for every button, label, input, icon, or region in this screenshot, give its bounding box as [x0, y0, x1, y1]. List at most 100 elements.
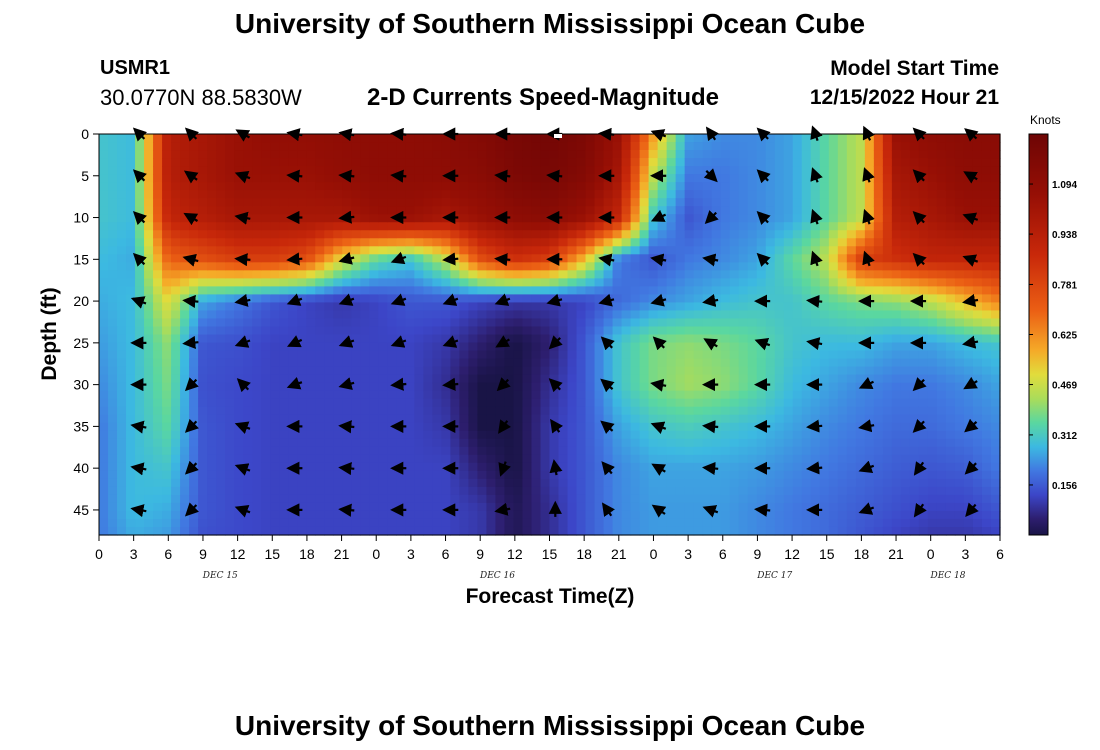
heatmap-cell [405, 310, 415, 320]
heatmap-cell [756, 478, 767, 488]
heatmap-cell [279, 486, 289, 496]
heatmap-cell [621, 430, 632, 440]
heatmap-cell [423, 286, 433, 295]
heatmap-cell [252, 334, 262, 344]
heatmap-cell [207, 174, 217, 183]
heatmap-cell [567, 454, 578, 464]
heatmap-cell [261, 342, 271, 352]
heatmap-cell [252, 134, 262, 143]
heatmap-cell [261, 414, 271, 424]
heatmap-cell [603, 326, 614, 336]
heatmap-cell [162, 278, 172, 287]
heatmap-cell [963, 182, 974, 191]
heatmap-cell [216, 174, 226, 183]
heatmap-cell [126, 470, 136, 480]
heatmap-cell [171, 158, 181, 167]
heatmap-cell [855, 446, 866, 456]
heatmap-cell [828, 374, 839, 384]
heatmap-cell [567, 526, 578, 536]
heatmap-cell [945, 358, 956, 368]
heatmap-cell [495, 526, 506, 536]
heatmap-cell [729, 142, 740, 151]
heatmap-cell [144, 310, 154, 320]
heatmap-cell [774, 150, 785, 159]
heatmap-cell [270, 174, 280, 183]
heatmap-cell [387, 406, 397, 416]
heatmap-cell [360, 334, 370, 344]
heatmap-cell [288, 158, 298, 167]
heatmap-cell [441, 302, 451, 312]
heatmap-cell [648, 478, 659, 488]
heatmap-cell [954, 286, 965, 295]
heatmap-cell [342, 510, 352, 520]
heatmap-cell [279, 382, 289, 392]
heatmap-cell [945, 278, 956, 287]
heatmap-cell [558, 422, 569, 432]
heatmap-cell [252, 214, 262, 223]
heatmap-cell [747, 518, 758, 528]
heatmap-cell [342, 350, 352, 360]
heatmap-cell [324, 518, 334, 528]
heatmap-cell [180, 446, 190, 456]
heatmap-cell [576, 206, 587, 215]
heatmap-cell [270, 422, 280, 432]
heatmap-cell [990, 198, 1001, 207]
heatmap-cell [756, 302, 767, 312]
heatmap-cell [612, 294, 623, 304]
heatmap-cell [369, 398, 379, 408]
heatmap-cell [981, 510, 992, 520]
heatmap-cell [819, 262, 830, 271]
heatmap-cell [306, 398, 316, 408]
heatmap-cell [225, 286, 235, 295]
heatmap-cell [954, 342, 965, 352]
heatmap-cell [207, 430, 217, 440]
heatmap-cell [153, 286, 163, 295]
heatmap-cell [927, 286, 938, 295]
heatmap-cell [864, 454, 875, 464]
heatmap-cell [900, 286, 911, 295]
heatmap-cell [261, 238, 271, 247]
heatmap-cell [369, 350, 379, 360]
heatmap-cell [675, 222, 686, 231]
heatmap-cell [369, 286, 379, 295]
heatmap-cell [315, 158, 325, 167]
heatmap-cell [801, 430, 812, 440]
heatmap-cell [288, 414, 298, 424]
heatmap-cell [504, 526, 515, 536]
heatmap-cell [558, 502, 569, 512]
heatmap-cell [819, 350, 830, 360]
heatmap-cell [180, 198, 190, 207]
heatmap-cell [801, 342, 812, 352]
heatmap-cell [171, 470, 181, 480]
heatmap-cell [873, 390, 884, 400]
heatmap-cell [459, 294, 470, 304]
heatmap-cell [378, 350, 388, 360]
heatmap-cell [612, 278, 623, 287]
heatmap-cell [621, 502, 632, 512]
heatmap-cell [792, 310, 803, 320]
heatmap-cell [108, 518, 118, 528]
heatmap-cell [783, 462, 794, 472]
heatmap-cell [693, 414, 704, 424]
heatmap-cell [981, 422, 992, 432]
heatmap-cell [549, 454, 560, 464]
heatmap-cell [261, 206, 271, 215]
heatmap-cell [225, 358, 235, 368]
heatmap-cell [810, 446, 821, 456]
heatmap-cell [243, 430, 253, 440]
heatmap-cell [990, 134, 1001, 143]
heatmap-cell [252, 246, 262, 255]
heatmap-cell [747, 310, 758, 320]
heatmap-cell [414, 494, 424, 504]
heatmap-cell [234, 526, 244, 536]
heatmap-cell [972, 406, 983, 416]
heatmap-cell [900, 254, 911, 263]
heatmap-cell [144, 294, 154, 304]
heatmap-cell [522, 526, 533, 536]
heatmap-cell [630, 190, 641, 199]
heatmap-cell [657, 414, 668, 424]
heatmap-cell [171, 398, 181, 408]
heatmap-cell [783, 494, 794, 504]
heatmap-cell [756, 446, 767, 456]
heatmap-cell [882, 526, 893, 536]
